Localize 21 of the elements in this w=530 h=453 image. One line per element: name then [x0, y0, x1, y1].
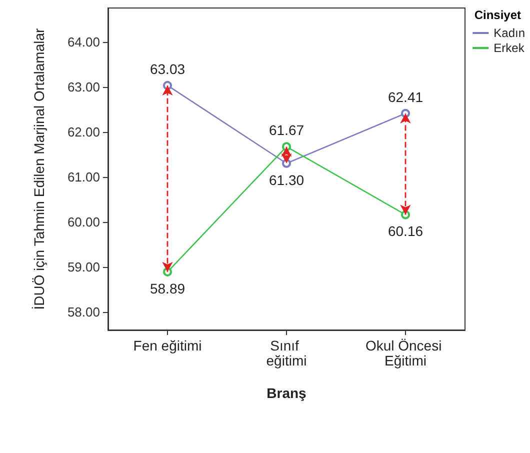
data-label: 60.16	[388, 223, 424, 240]
y-axis-title: İDUÖ için Tahmin Edilen Marjinal Ortalamalar	[31, 28, 47, 310]
y-tick-label: 59.00	[67, 259, 100, 274]
legend-label: Erkek	[494, 41, 526, 55]
y-tick-label: 63.00	[67, 79, 100, 94]
y-tick-label: 58.00	[67, 304, 100, 320]
data-label: 58.89	[150, 280, 186, 296]
y-tick-label: 60.00	[67, 214, 100, 230]
y-tick-label: 62.00	[67, 124, 100, 140]
data-label: 63.03	[150, 60, 186, 77]
x-tick-label: Okul Öncesi Eğitimi	[365, 338, 446, 368]
x-axis-title: Branş	[266, 385, 307, 401]
legend-title: Cinsiyet	[474, 8, 522, 22]
data-label: 61.30	[268, 172, 304, 188]
data-label: 62.41	[388, 88, 424, 105]
legend-label: Kadın	[494, 26, 525, 40]
x-tick-label: Sınıf eğitimi	[266, 338, 307, 368]
y-tick-label: 61.00	[67, 169, 100, 184]
y-tick-label: 64.00	[67, 34, 100, 50]
data-label: 61.67	[268, 122, 304, 138]
x-tick-label: Fen eğitimi	[133, 338, 202, 354]
